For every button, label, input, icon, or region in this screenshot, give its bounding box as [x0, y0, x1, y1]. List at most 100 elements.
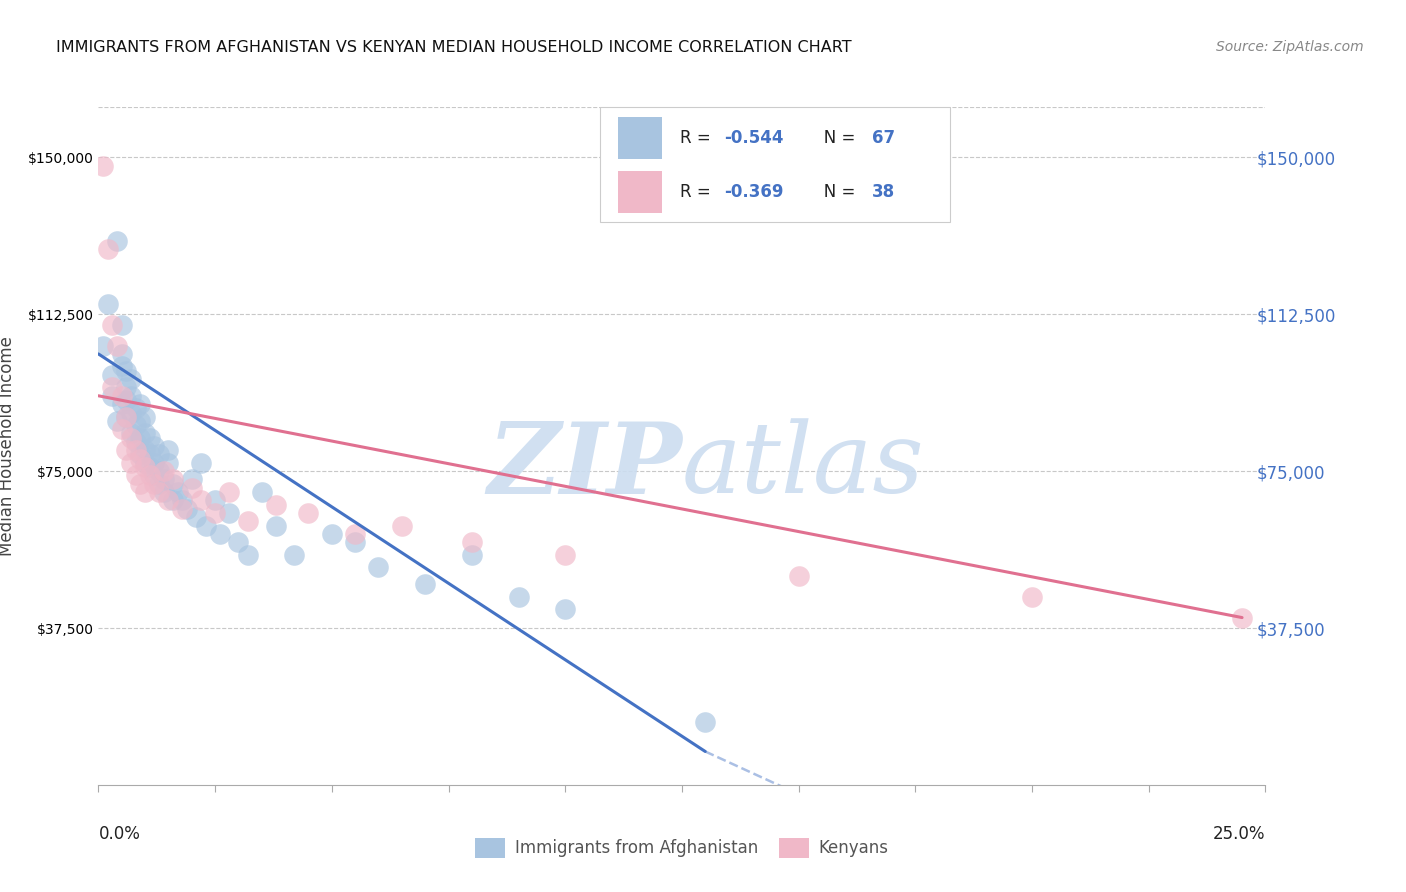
Point: [105, 338, 128, 352]
Point: [283, 548, 305, 562]
Text: R =: R =: [679, 183, 716, 201]
Point: [180, 481, 202, 495]
Bar: [617, 117, 662, 159]
Point: [139, 459, 162, 474]
Point: [129, 451, 152, 466]
Point: [143, 468, 166, 483]
Point: [125, 468, 148, 483]
Point: [152, 464, 174, 478]
Point: [115, 409, 138, 424]
Y-axis label: Median Household Income: Median Household Income: [0, 336, 17, 556]
Point: [162, 473, 184, 487]
Point: [120, 389, 142, 403]
Text: 25.0%: 25.0%: [1213, 825, 1265, 843]
Point: [91, 338, 114, 352]
Point: [115, 409, 138, 424]
FancyBboxPatch shape: [600, 107, 950, 222]
Point: [129, 397, 152, 411]
Point: [111, 397, 134, 411]
Point: [236, 548, 259, 562]
Point: [129, 431, 152, 445]
Point: [148, 476, 170, 491]
Point: [120, 431, 142, 445]
Point: [148, 485, 170, 500]
Point: [228, 535, 250, 549]
Text: 67: 67: [872, 128, 896, 146]
Point: [139, 447, 162, 461]
Point: [91, 159, 114, 173]
Point: [125, 434, 148, 449]
Point: [554, 548, 576, 562]
Point: [264, 498, 287, 512]
Point: [111, 347, 134, 361]
Point: [554, 602, 576, 616]
Point: [129, 476, 152, 491]
Point: [186, 510, 208, 524]
Point: [125, 443, 148, 458]
Point: [157, 443, 180, 458]
Point: [157, 493, 180, 508]
Point: [105, 234, 128, 248]
Point: [413, 577, 436, 591]
Point: [120, 372, 142, 386]
Point: [115, 392, 138, 407]
Point: [180, 473, 202, 487]
Point: [176, 501, 198, 516]
Point: [236, 514, 259, 528]
Point: [139, 468, 162, 483]
Point: [162, 493, 184, 508]
Point: [1230, 610, 1253, 624]
Point: [143, 476, 166, 491]
Point: [125, 418, 148, 433]
Text: -0.369: -0.369: [724, 183, 783, 201]
Point: [143, 456, 166, 470]
Point: [250, 485, 273, 500]
Point: [111, 389, 134, 403]
Point: [101, 368, 124, 382]
Point: [204, 506, 226, 520]
Point: [461, 535, 484, 549]
Point: [129, 414, 152, 428]
Point: [111, 359, 134, 374]
Text: N =: N =: [808, 128, 860, 146]
Point: [152, 485, 174, 500]
Point: [134, 426, 156, 441]
Point: [125, 401, 148, 416]
Point: [101, 318, 124, 332]
Point: [120, 426, 142, 441]
Bar: [617, 170, 662, 213]
Text: atlas: atlas: [682, 418, 925, 514]
Point: [1021, 590, 1043, 604]
Point: [344, 527, 367, 541]
Point: [134, 459, 156, 474]
Point: [204, 493, 226, 508]
Legend: Immigrants from Afghanistan, Kenyans: Immigrants from Afghanistan, Kenyans: [468, 831, 896, 864]
Text: Source: ZipAtlas.com: Source: ZipAtlas.com: [1216, 40, 1364, 54]
Point: [157, 456, 180, 470]
Point: [508, 590, 530, 604]
Point: [264, 518, 287, 533]
Point: [105, 414, 128, 428]
Point: [120, 456, 142, 470]
Text: N =: N =: [808, 183, 860, 201]
Point: [143, 439, 166, 453]
Point: [172, 493, 194, 508]
Point: [218, 485, 240, 500]
Point: [115, 380, 138, 394]
Point: [172, 501, 194, 516]
Point: [97, 243, 120, 257]
Point: [134, 456, 156, 470]
Point: [190, 493, 212, 508]
Point: [321, 527, 343, 541]
Point: [190, 456, 212, 470]
Point: [166, 485, 188, 500]
Point: [297, 506, 319, 520]
Point: [134, 485, 156, 500]
Point: [101, 389, 124, 403]
Point: [461, 548, 484, 562]
Text: ZIP: ZIP: [486, 418, 682, 515]
Point: [115, 443, 138, 458]
Point: [139, 431, 162, 445]
Point: [115, 364, 138, 378]
Point: [218, 506, 240, 520]
